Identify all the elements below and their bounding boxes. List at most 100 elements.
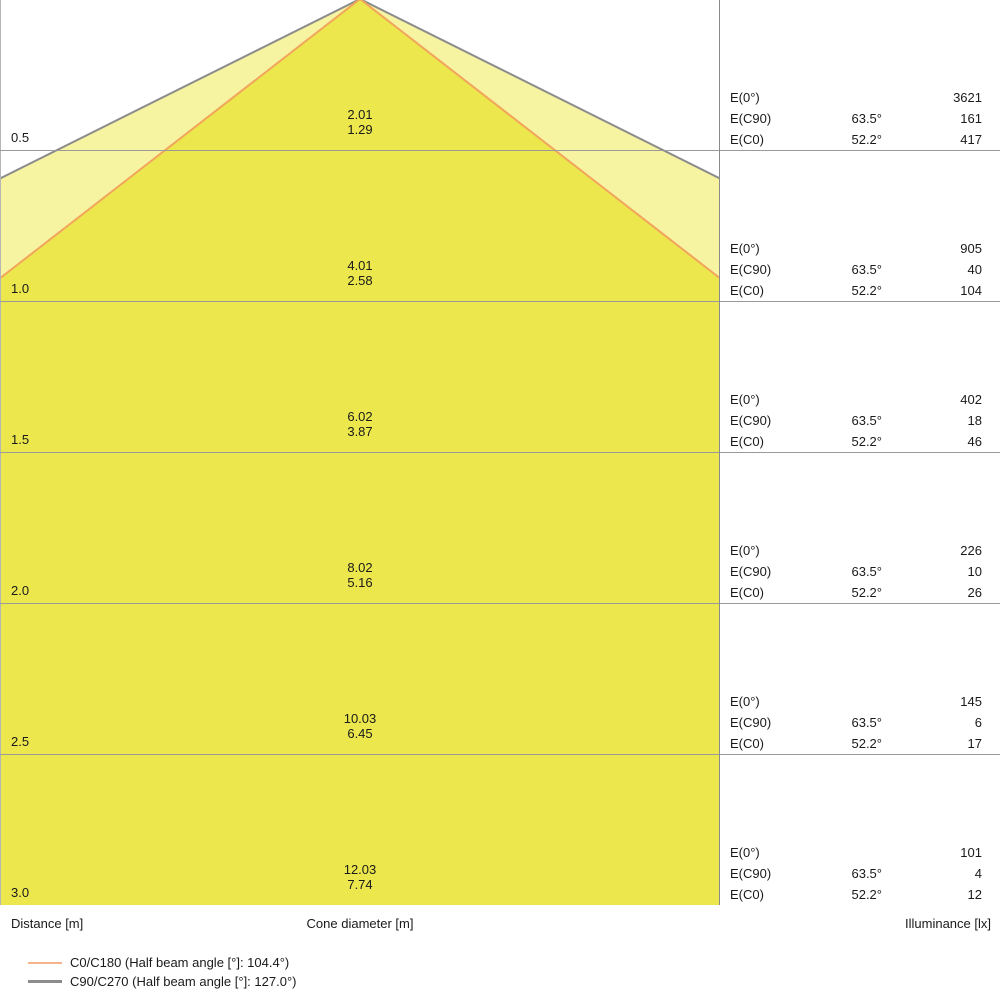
illuminance-value: 101 bbox=[960, 845, 982, 860]
illuminance-row: E(C0) 52.2° 17 bbox=[720, 733, 991, 754]
illuminance-value: 4 bbox=[974, 866, 982, 881]
cone-diagram-canvas bbox=[0, 0, 1000, 905]
illuminance-label: E(C90) bbox=[730, 564, 772, 579]
cone-diameter-values: 10.03 6.45 bbox=[260, 711, 460, 741]
illuminance-label: E(C0) bbox=[730, 434, 764, 449]
c90-line-swatch-icon bbox=[28, 980, 62, 983]
illuminance-value: 46 bbox=[967, 434, 982, 449]
illuminance-row: E(C90) 63.5° 40 bbox=[720, 259, 991, 280]
illuminance-value: 417 bbox=[960, 132, 982, 147]
illuminance-block: E(0°) 3621 E(C90) 63.5° 161 E(C0) 52.2° 417 bbox=[720, 87, 991, 150]
illuminance-value: 12 bbox=[967, 887, 982, 902]
illuminance-row: E(C0) 52.2° 46 bbox=[720, 431, 991, 452]
legend: C0/C180 (Half beam angle [°]: 104.4°) C9… bbox=[28, 953, 296, 991]
illuminance-label: E(C90) bbox=[730, 413, 772, 428]
cone-diameter-values: 2.01 1.29 bbox=[260, 107, 460, 137]
illuminance-block: E(0°) 402 E(C90) 63.5° 18 E(C0) 52.2° 46 bbox=[720, 389, 991, 452]
illuminance-value: 905 bbox=[960, 241, 982, 256]
beam-angle-value: 52.2° bbox=[851, 887, 882, 902]
illuminance-label: E(C90) bbox=[730, 262, 772, 277]
beam-angle-value: 63.5° bbox=[851, 866, 882, 881]
cone-diameter-c0-value: 3.87 bbox=[347, 424, 373, 439]
cone-diameter-axis-label: Cone diameter [m] bbox=[306, 916, 414, 931]
illuminance-row: E(C0) 52.2° 26 bbox=[720, 582, 991, 603]
beam-angle-value: 63.5° bbox=[851, 111, 882, 126]
illuminance-value: 104 bbox=[960, 283, 982, 298]
illuminance-row: E(0°) 101 bbox=[720, 842, 991, 863]
beam-angle-value bbox=[840, 540, 882, 561]
illuminance-value: 40 bbox=[967, 262, 982, 277]
illuminance-row: E(0°) 905 bbox=[720, 238, 991, 259]
diagram-text-overlays: 0.5 2.01 1.29 E(0°) 3621 E(C90) 63.5° 161 E(C0) 5… bbox=[11, 87, 991, 905]
beam-angle-value: 63.5° bbox=[851, 564, 882, 579]
illuminance-label: E(C0) bbox=[730, 585, 764, 600]
cone-diameter-c90-value: 4.01 bbox=[347, 258, 373, 273]
cone-diameter-c0-value: 1.29 bbox=[347, 122, 373, 137]
c0-line-swatch-icon bbox=[28, 961, 62, 964]
beam-angle-value: 63.5° bbox=[851, 262, 882, 277]
distance-tick-label: 0.5 bbox=[11, 130, 30, 145]
illuminance-label: E(C90) bbox=[730, 866, 772, 881]
beam-angle-value: 63.5° bbox=[851, 413, 882, 428]
cone-diameter-c90-value: 12.03 bbox=[343, 862, 377, 877]
illuminance-label: E(C90) bbox=[730, 111, 772, 126]
beam-angle-value: 52.2° bbox=[851, 283, 882, 298]
illuminance-row: E(C90) 63.5° 10 bbox=[720, 561, 991, 582]
illuminance-value: 226 bbox=[960, 543, 982, 558]
cone-diameter-c0-value: 6.45 bbox=[347, 726, 373, 741]
illuminance-value: 18 bbox=[967, 413, 982, 428]
illuminance-label: E(C0) bbox=[730, 283, 764, 298]
cone-diameter-c90-value: 6.02 bbox=[347, 409, 373, 424]
cone-diameter-values: 6.02 3.87 bbox=[260, 409, 460, 439]
illuminance-value: 26 bbox=[967, 585, 982, 600]
axis-label-row: Distance [m] Cone diameter [m] Illuminan… bbox=[0, 916, 1000, 934]
illuminance-row: E(0°) 3621 bbox=[720, 87, 991, 108]
illuminance-block: E(0°) 905 E(C90) 63.5° 40 E(C0) 52.2° 104 bbox=[720, 238, 991, 301]
illuminance-label: E(0°) bbox=[730, 845, 760, 860]
cone-diameter-values: 12.03 7.74 bbox=[260, 862, 460, 892]
illuminance-row: E(C0) 52.2° 417 bbox=[720, 129, 991, 150]
distance-axis-label: Distance [m] bbox=[11, 916, 84, 931]
illuminance-label: E(0°) bbox=[730, 543, 760, 558]
illuminance-row: E(C90) 63.5° 161 bbox=[720, 108, 991, 129]
illuminance-value: 145 bbox=[960, 694, 982, 709]
beam-angle-value bbox=[840, 842, 882, 863]
illuminance-label: E(C0) bbox=[730, 736, 764, 751]
legend-label-c0: C0/C180 (Half beam angle [°]: 104.4°) bbox=[70, 955, 290, 970]
beam-angle-value bbox=[840, 238, 882, 259]
illuminance-axis-label: Illuminance [lx] bbox=[905, 916, 991, 931]
illuminance-row: E(0°) 226 bbox=[720, 540, 991, 561]
illuminance-value: 402 bbox=[960, 392, 982, 407]
illuminance-label: E(C0) bbox=[730, 132, 764, 147]
illuminance-label: E(C90) bbox=[730, 715, 772, 730]
cone-diameter-c90-value: 2.01 bbox=[347, 107, 373, 122]
illuminance-row: E(0°) 145 bbox=[720, 691, 991, 712]
distance-tick-label: 2.0 bbox=[11, 583, 30, 598]
illuminance-row: E(C90) 63.5° 4 bbox=[720, 863, 991, 884]
distance-tick-label: 2.5 bbox=[11, 734, 30, 749]
illuminance-value: 10 bbox=[967, 564, 982, 579]
legend-item-c90: C90/C270 (Half beam angle [°]: 127.0°) bbox=[28, 972, 296, 991]
beam-angle-value bbox=[840, 87, 882, 108]
illuminance-value: 161 bbox=[960, 111, 982, 126]
illuminance-row: E(C0) 52.2° 12 bbox=[720, 884, 991, 905]
beam-angle-value: 52.2° bbox=[851, 434, 882, 449]
illuminance-block: E(0°) 101 E(C90) 63.5° 4 E(C0) 52.2° 12 bbox=[720, 842, 991, 905]
illuminance-row: E(0°) 402 bbox=[720, 389, 991, 410]
beam-angle-value: 52.2° bbox=[851, 585, 882, 600]
distance-tick-label: 1.5 bbox=[11, 432, 30, 447]
beam-angle-value: 52.2° bbox=[851, 132, 882, 147]
cone-diameter-c0-value: 7.74 bbox=[347, 877, 373, 892]
cone-diameter-values: 4.01 2.58 bbox=[260, 258, 460, 288]
distance-tick-label: 1.0 bbox=[11, 281, 30, 296]
distance-tick-label: 3.0 bbox=[11, 885, 30, 900]
illuminance-value: 3621 bbox=[953, 90, 982, 105]
cone-diameter-c90-value: 10.03 bbox=[343, 711, 377, 726]
illuminance-block: E(0°) 226 E(C90) 63.5° 10 E(C0) 52.2° 26 bbox=[720, 540, 991, 603]
beam-angle-value bbox=[840, 389, 882, 410]
legend-item-c0: C0/C180 (Half beam angle [°]: 104.4°) bbox=[28, 953, 296, 972]
illuminance-block: E(0°) 145 E(C90) 63.5° 6 E(C0) 52.2° 17 bbox=[720, 691, 991, 754]
beam-angle-value: 52.2° bbox=[851, 736, 882, 751]
cone-diameter-c0-value: 5.16 bbox=[347, 575, 373, 590]
